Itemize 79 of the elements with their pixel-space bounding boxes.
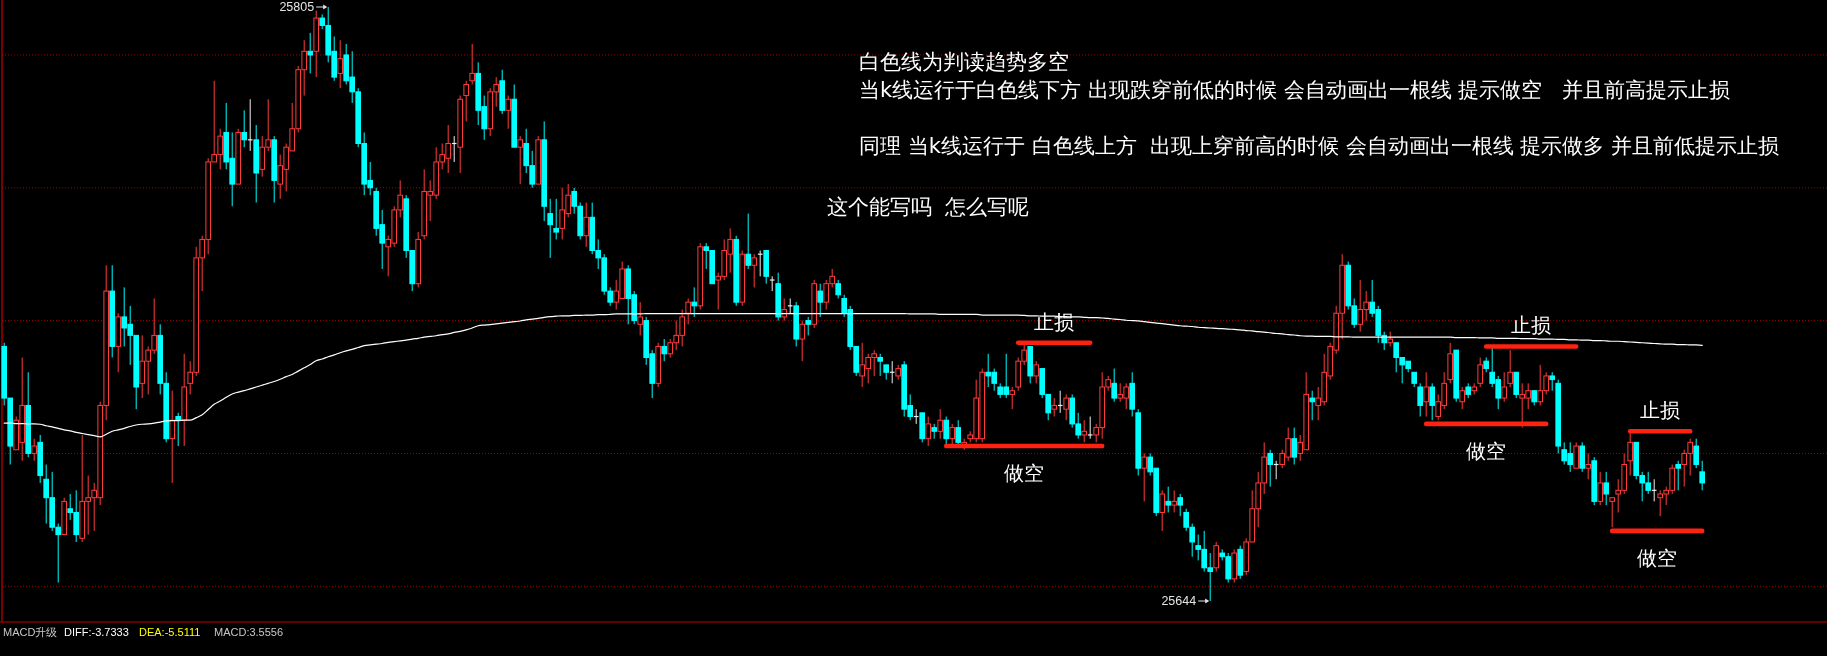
candlestick [1609,497,1615,528]
candlestick [241,109,247,148]
candlestick [817,283,823,318]
series-label: 做空 [1004,461,1045,486]
candlestick [691,286,697,318]
candlestick [751,253,757,288]
series-label: 止损 [1034,309,1075,334]
candlestick [1579,441,1585,473]
candlestick [661,338,667,362]
candlestick [469,43,475,85]
candlestick [685,297,691,325]
candlestick [835,279,841,299]
candlestick [1603,471,1609,506]
candlestick [805,316,811,336]
candlestick [1165,486,1171,513]
annotation: 白色线为判读趋势多空 [859,50,1069,74]
candlestick [745,213,751,270]
candlestick [583,202,589,248]
candlestick [937,408,943,440]
candlestick [1693,438,1699,469]
candlestick [1159,489,1165,532]
text: MACD升级 [3,626,58,638]
candlestick [1111,368,1117,403]
text: 做空 [1466,438,1507,463]
candlestick [943,416,949,447]
candlestick [877,353,883,377]
candlestick [1699,460,1705,491]
candlestick [955,419,961,447]
candlestick [1033,360,1039,384]
annotation: 25644 [1161,594,1197,608]
text: MACD:3.5556 [214,626,284,638]
annotation: 当k线运行于白色线下方 出现跌穿前低的时候 会自动画出一根线 提示做空 并且前高提示止损 [859,78,1731,102]
candlestick [1675,460,1681,491]
candlestick [169,390,175,484]
candlestick [175,412,181,447]
candlestick [781,297,787,322]
candlestick [337,39,343,89]
candlestick [1507,349,1513,388]
text: DIFF:-3.7333 [64,626,129,638]
candlestick [1267,449,1273,488]
text: DEA:-5.5111 [139,626,201,638]
candlestick [1087,416,1094,440]
candlestick [1141,452,1147,502]
candlestick [1597,471,1603,506]
candlestick [1549,371,1555,392]
annotation: 同理 当k线运行于 白色线上方 出现上穿前高的时候 会自动画出一根线 提示做多 并且前低提示止损 [859,134,1779,158]
candlestick [547,198,553,259]
text: 做空 [1637,545,1678,570]
candlestick [1063,393,1069,421]
text: 止损 [1511,313,1552,338]
candlestick [1501,371,1507,403]
candlestick [307,32,313,74]
candlestick [1177,493,1183,517]
candlestick [1009,386,1015,410]
candlestick [1417,382,1423,418]
candlestick [31,438,37,462]
candlestick [1291,427,1297,465]
candlestick [1213,541,1219,572]
candlestick [1429,382,1435,421]
candlestick [1171,489,1177,513]
candlestick [1585,452,1591,480]
candlestick [553,198,559,240]
candlestick [517,135,523,185]
annotation: 25805 [279,0,315,14]
candlestick [1477,357,1483,388]
candlestick [505,95,511,130]
candlestick [1081,419,1087,443]
candlestick [637,301,643,336]
candlestick [1513,371,1519,399]
candlestick [799,320,805,362]
candlestick [925,416,931,447]
text: 止损 [1640,398,1681,423]
candlestick [1309,390,1315,421]
annotation: 这个能写吗 怎么写呢 [827,195,1030,219]
candlestick [463,80,469,122]
candlestick [1459,386,1465,410]
candlestick [1423,371,1429,418]
candlestick [1573,441,1579,469]
candlestick [1051,397,1057,418]
